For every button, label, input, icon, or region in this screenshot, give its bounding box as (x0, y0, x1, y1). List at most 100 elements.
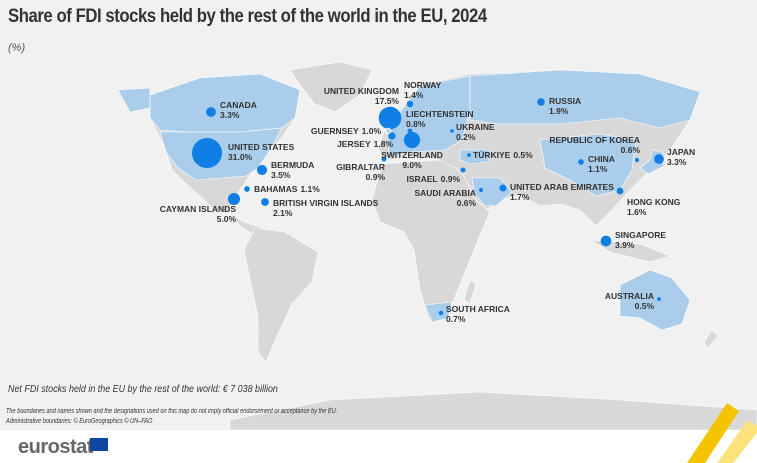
label-singapore: SINGAPORE 3.9% (615, 230, 666, 250)
bubble-united-states (191, 137, 223, 169)
label-norway: NORWAY 1.4% (404, 80, 442, 100)
label-china: CHINA 1.1% (588, 154, 615, 174)
label-south-africa: SOUTH AFRICA 0.7% (446, 304, 510, 324)
country-name: BAHAMAS (254, 184, 298, 194)
bubble-cayman-islands (227, 192, 241, 206)
label-t-rkiye: TÜRKIYE 0.5% (473, 150, 533, 160)
south-america (243, 227, 319, 363)
label-gibraltar: GIBRALTAR 0.9% (336, 162, 385, 182)
alaska-area (117, 87, 151, 113)
bubble-hong-kong (616, 187, 624, 195)
bubble-saudi-arabia (478, 187, 484, 193)
country-value: 2.1% (273, 208, 293, 218)
country-name: GIBRALTAR (336, 162, 385, 172)
eurostat-logo: eurostat (18, 436, 93, 458)
bubble-gibraltar (381, 156, 387, 162)
country-name: JERSEY (337, 139, 371, 149)
country-value: 1.0% (362, 126, 382, 136)
country-name: REPUBLIC OF KOREA (549, 135, 640, 145)
country-value: 0.6% (621, 145, 641, 155)
country-name: ISRAEL (406, 174, 437, 184)
country-value: 0.7% (446, 314, 466, 324)
label-united-kingdom: UNITED KINGDOM 17.5% (324, 86, 400, 106)
country-value: 1.6% (627, 207, 647, 217)
total-note: Net FDI stocks held in the EU by the res… (8, 383, 278, 395)
bubble-ukraine (450, 129, 454, 133)
label-bermuda: BERMUDA 3.5% (271, 160, 314, 180)
bubble-china (578, 159, 584, 165)
country-name: SWITZERLAND (381, 150, 443, 160)
bubble-t-rkiye (467, 153, 471, 157)
country-name: GUERNSEY (311, 126, 359, 136)
disclaimer: The boundaries and names shown and the d… (6, 407, 337, 427)
country-name: LIECHTENSTEIN (406, 109, 474, 119)
country-value: 3.9% (615, 240, 635, 250)
country-value: 1.7% (510, 192, 530, 202)
bubble-bahamas (244, 186, 250, 192)
country-value: 3.3% (667, 157, 687, 167)
admin-boundaries-text: Administrative boundaries: © EuroGeograp… (6, 418, 153, 425)
disclaimer-text: The boundaries and names shown and the d… (6, 408, 338, 415)
southeast-asia (589, 239, 671, 263)
bubble-japan (654, 154, 664, 164)
country-value: 5.0% (217, 214, 237, 224)
country-value: 0.5% (513, 150, 533, 160)
label-saudi-arabia: SAUDI ARABIA 0.6% (414, 188, 476, 208)
bubble-guernsey (384, 127, 392, 135)
label-russia: RUSSIA 1.9% (549, 96, 581, 116)
label-cayman-islands: CAYMAN ISLANDS 5.0% (160, 204, 237, 224)
bubble-jersey (388, 132, 396, 140)
label-british-virgin-islands: BRITISH VIRGIN ISLANDS 2.1% (273, 198, 379, 218)
madagascar (463, 279, 477, 305)
label-united-arab-emirates: UNITED ARAB EMIRATES 1.7% (510, 182, 614, 202)
country-name: TÜRKIYE (473, 150, 511, 160)
russia-area (469, 69, 701, 129)
country-value: 3.3% (220, 110, 240, 120)
label-hong-kong: HONG KONG 1.6% (627, 197, 681, 217)
bubble-british-virgin-islands (261, 198, 269, 206)
page-title: Share of FDI stocks held by the rest of … (8, 6, 487, 27)
label-canada: CANADA 3.3% (220, 100, 257, 120)
country-value: 1.1% (588, 164, 608, 174)
bubble-united-arab-emirates (499, 184, 507, 192)
country-name: CHINA (588, 154, 615, 164)
country-name: BRITISH VIRGIN ISLANDS (273, 198, 379, 208)
country-name: NORWAY (404, 80, 442, 90)
country-name: AUSTRALIA (605, 291, 654, 301)
new-zealand (703, 329, 719, 349)
label-japan: JAPAN 3.3% (667, 147, 695, 167)
decorative-stripe (687, 403, 757, 463)
eu-flag-icon (90, 438, 108, 451)
bubble-australia (657, 297, 661, 301)
label-bahamas: BAHAMAS 1.1% (254, 184, 320, 194)
country-value: 1.4% (404, 90, 424, 100)
bubble-russia (537, 98, 545, 106)
australia-area (619, 269, 691, 331)
country-value: 1.1% (300, 184, 320, 194)
label-ukraine: UKRAINE 0.2% (456, 122, 495, 142)
middle-east-area (459, 149, 513, 207)
bubble-norway (406, 100, 414, 108)
country-name: UNITED ARAB EMIRATES (510, 182, 614, 192)
label-israel: ISRAEL 0.9% (406, 174, 460, 184)
unit-label: (%) (8, 42, 26, 54)
country-name: UKRAINE (456, 122, 495, 132)
country-name: RUSSIA (549, 96, 581, 106)
country-name: JAPAN (667, 147, 695, 157)
bubble-singapore (600, 235, 612, 247)
country-value: 3.5% (271, 170, 291, 180)
country-value: 0.8% (406, 119, 426, 129)
country-value: 0.9% (441, 174, 461, 184)
country-name: BERMUDA (271, 160, 314, 170)
country-value: 0.6% (457, 198, 477, 208)
country-value: 31.0% (228, 152, 253, 162)
country-name: SOUTH AFRICA (446, 304, 510, 314)
country-name: UNITED KINGDOM (324, 86, 399, 96)
world-map: UNITED STATES 31.0%CANADA 3.3%BERMUDA 3.5%B… (117, 61, 757, 430)
country-value: 0.9% (366, 172, 386, 182)
country-value: 9.0% (402, 160, 422, 170)
country-value: 1.8% (374, 139, 394, 149)
bubble-united-kingdom (378, 106, 402, 130)
country-name: SAUDI ARABIA (414, 188, 476, 198)
label-republic-of-korea: REPUBLIC OF KOREA 0.6% (549, 135, 640, 155)
